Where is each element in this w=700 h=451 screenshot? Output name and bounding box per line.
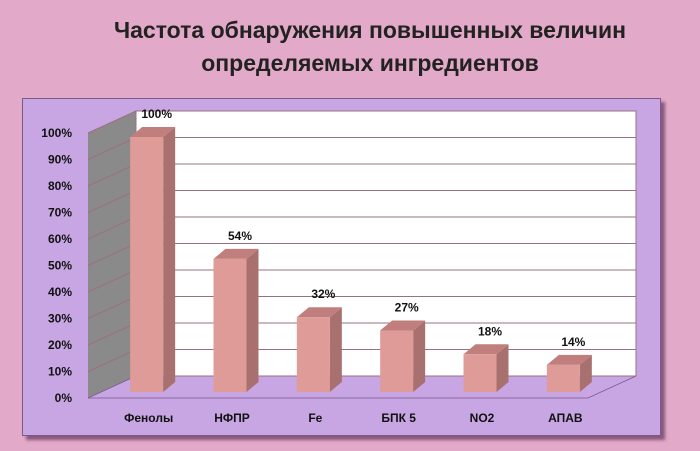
bar [213,258,247,392]
chart-title: Частота обнаружения повышенных величин о… [60,14,680,80]
x-tick-label: БПК 5 [381,411,416,425]
gridline-side [87,190,137,213]
bar-side [413,320,426,392]
y-tick-label: 10% [48,365,72,379]
bar [463,354,497,392]
gridline-side [87,269,137,293]
x-tick-label: НФПР [214,411,250,425]
bar-side [496,344,509,392]
bar [380,330,414,392]
gridline-side [87,110,137,134]
data-label: 54% [228,229,252,243]
gridline-side [87,243,137,266]
x-tick-label: Фенолы [124,411,173,425]
gridline-side [87,137,137,160]
bar-side [246,248,259,392]
gridline-side [87,349,137,372]
data-label: 14% [561,335,585,349]
bar [296,317,330,392]
bar-top [213,248,259,259]
y-tick-label: 0% [55,391,73,405]
bar-side [329,307,342,392]
data-label: 18% [478,324,502,338]
bar [130,137,164,392]
x-tick-label: АПАВ [548,411,583,425]
data-label: 32% [311,287,335,301]
gridline-side [87,216,137,240]
y-tick-label: 20% [48,338,72,352]
y-tick-label: 60% [48,232,72,246]
chart-title-line-1: Частота обнаружения повышенных величин [113,17,627,43]
y-tick-label: 50% [48,259,72,273]
data-label: 100% [141,107,172,121]
bar-top [463,344,509,355]
x-tick-label: Fe [308,411,322,425]
gridline-side [87,322,137,346]
y-tick-label: 30% [48,312,72,326]
bar-side [163,127,176,392]
chart-title-line-2: определяемых ингредиентов [201,50,539,76]
data-label: 27% [395,300,419,314]
y-tick-label: 90% [48,153,72,167]
x-tick-label: NO2 [470,411,495,425]
y-tick-label: 100% [41,126,72,140]
bar [546,364,580,392]
bar-top [380,320,426,331]
bar-top [130,127,176,137]
bar-top [296,307,342,318]
y-tick-label: 80% [48,179,72,193]
bar-side [579,354,592,392]
bar-top [546,354,592,365]
gridline-side [87,296,137,319]
y-tick-label: 70% [48,206,72,220]
y-tick-label: 40% [48,285,72,299]
gridline-side [87,163,137,187]
